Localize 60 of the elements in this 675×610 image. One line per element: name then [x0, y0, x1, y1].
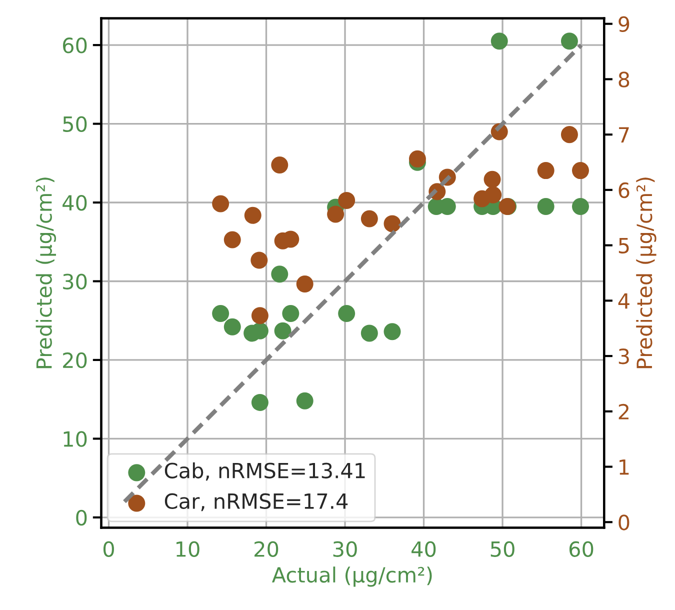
point [338, 192, 356, 209]
point [560, 32, 578, 50]
y-tick-label: 50 [63, 116, 87, 132]
point [360, 324, 378, 342]
point [271, 266, 288, 283]
x-tick-label: 50 [490, 541, 514, 557]
x-tick-label: 0 [103, 541, 114, 557]
legend-label: Car, nRMSE=17.4 [164, 493, 348, 512]
y-tick-label: 30 [63, 274, 87, 290]
legend-label: Cab, nRMSE=13.41 [164, 462, 365, 481]
point [224, 318, 241, 336]
point [251, 307, 268, 324]
point [484, 170, 501, 188]
point [560, 126, 578, 144]
point [338, 305, 356, 322]
y2-tick-label: 3 [618, 348, 629, 364]
y2-tick-label: 7 [619, 127, 629, 142]
point [212, 195, 230, 212]
y2-tick-label: 0 [618, 514, 630, 530]
y-tick-label: 0 [76, 510, 87, 526]
point [244, 206, 262, 224]
point [490, 32, 508, 50]
x-tick-label: 60 [569, 541, 594, 557]
point [296, 276, 314, 293]
x-tick-label: 20 [254, 541, 278, 557]
y-tick-label: 40 [62, 194, 87, 211]
x-tick-label: 40 [412, 541, 436, 557]
y2-tick-label: 6 [618, 182, 630, 198]
point [408, 150, 426, 168]
y2-tick-label: 5 [618, 238, 629, 254]
y-axis-title: Predicted (µg/cm²) [36, 178, 56, 368]
x-axis-title: Actual (µg/cm²) [272, 566, 432, 587]
y2-tick-label: 2 [618, 404, 628, 420]
point [572, 198, 589, 215]
x-tick-label: 10 [176, 541, 200, 557]
point [282, 305, 300, 322]
point [537, 162, 554, 180]
point [224, 231, 241, 248]
y-tick-label: 10 [64, 431, 87, 447]
x-tick-label: 30 [333, 541, 357, 557]
point [327, 206, 344, 223]
point [271, 156, 288, 174]
point [572, 162, 589, 180]
point [360, 210, 378, 228]
y2-tick-label: 4 [618, 293, 630, 309]
y-tick-label: 20 [63, 352, 87, 368]
y2-tick-label: 1 [620, 459, 629, 475]
point [274, 322, 292, 340]
point [250, 252, 268, 269]
y2-tick-label: 8 [618, 72, 630, 88]
y-tick-label: 60 [63, 38, 87, 54]
point [484, 186, 502, 204]
point [537, 198, 554, 215]
y2-tick-label: 9 [618, 16, 630, 32]
point [296, 392, 314, 410]
point [384, 323, 401, 340]
point [212, 305, 230, 322]
point [384, 215, 401, 232]
point [251, 394, 268, 411]
y2-axis-title: Predicted (µg/cm²) [636, 178, 656, 368]
